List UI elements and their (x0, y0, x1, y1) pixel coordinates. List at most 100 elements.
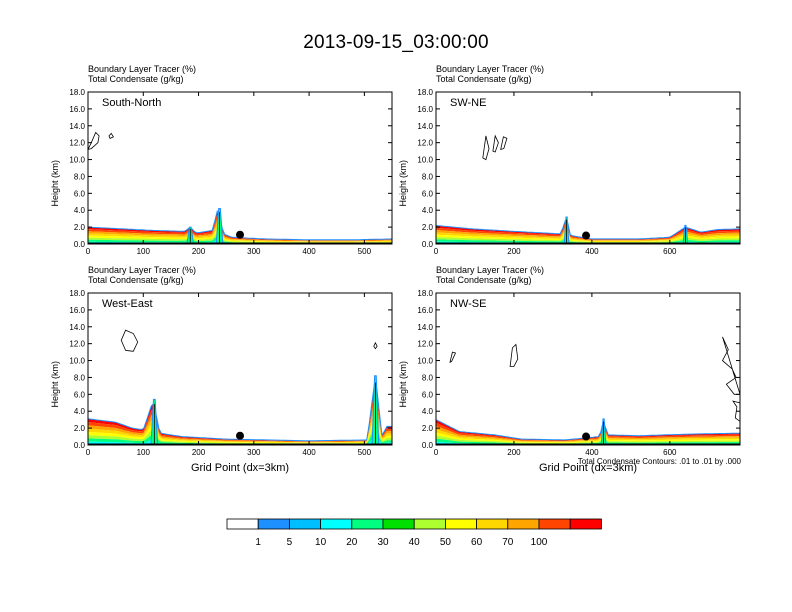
tracer-band-5 (88, 231, 392, 243)
colorbar-swatch (413, 518, 446, 530)
x-tick-label: 0 (86, 448, 91, 457)
y-tick-label: 4.0 (74, 206, 86, 215)
y-tick-label: 2.0 (74, 223, 86, 232)
x-tick-label: 600 (663, 448, 677, 457)
y-tick-label: 2.0 (74, 424, 86, 433)
panel-label-condensate: Total Condensate (g/kg) (88, 74, 184, 84)
panel-label-tracer: Boundary Layer Tracer (%) (88, 265, 196, 275)
tracer-band-5 (436, 435, 740, 444)
location-marker (582, 231, 591, 240)
colorbar-swatch (226, 518, 259, 530)
y-tick-label: 10.0 (69, 357, 85, 366)
y-tick-label: 12.0 (69, 340, 85, 349)
panel-name: NW-SE (450, 298, 486, 310)
colorbar: 1 5 10 20 30 40 50 60 70 100 (226, 518, 602, 548)
x-tick-label: 200 (507, 247, 521, 256)
y-tick-label: 18.0 (417, 289, 433, 298)
y-tick-label: 0.0 (422, 441, 434, 450)
y-tick-label: 10.0 (69, 156, 85, 165)
x-tick-label: 200 (507, 448, 521, 457)
condensate-contour (492, 134, 499, 153)
y-tick-label: 6.0 (74, 390, 86, 399)
location-marker (582, 432, 591, 441)
panel-label-tracer: Boundary Layer Tracer (%) (436, 265, 544, 275)
tracer-band-5 (88, 422, 392, 444)
colorbar-swatch (351, 518, 384, 530)
x-tick-label: 600 (663, 247, 677, 256)
x-tick-label: 300 (247, 247, 261, 256)
y-tick-label: 8.0 (422, 373, 434, 382)
y-tick-label: 16.0 (417, 306, 433, 315)
panels-group: Boundary Layer Tracer (%)Total Condensat… (50, 64, 741, 474)
panel-name: South-North (102, 97, 161, 109)
y-tick-label: 16.0 (69, 105, 85, 114)
condensate-contour (373, 341, 378, 350)
y-tick-label: 14.0 (69, 323, 85, 332)
tracer-band-1 (436, 422, 740, 442)
colorbar-label: 30 (377, 537, 389, 548)
tracer-band-6 (436, 438, 740, 445)
colorbar-swatch (288, 518, 321, 530)
y-tick-label: 0.0 (422, 240, 434, 249)
y-tick-label: 6.0 (74, 189, 86, 198)
y-tick-label: 18.0 (69, 289, 85, 298)
y-axis-label: Height (km) (50, 160, 60, 207)
y-axis-label: Height (km) (398, 361, 408, 408)
y-tick-label: 10.0 (417, 357, 433, 366)
y-tick-label: 12.0 (417, 139, 433, 148)
colorbar-swatch (382, 518, 415, 530)
tracer-band-5 (436, 235, 740, 243)
panel-label-tracer: Boundary Layer Tracer (%) (436, 64, 544, 74)
y-tick-label: 4.0 (74, 407, 86, 416)
colorbar-label: 20 (346, 537, 358, 548)
panel-name: West-East (102, 298, 153, 310)
x-tick-label: 0 (86, 247, 91, 256)
y-tick-label: 12.0 (69, 139, 85, 148)
x-tick-label: 400 (302, 247, 316, 256)
y-axis-label: Height (km) (50, 361, 60, 408)
colorbar-label: 40 (409, 537, 421, 548)
condensate-contour (87, 131, 100, 150)
plot-frame (87, 91, 393, 245)
x-tick-label: 0 (434, 448, 439, 457)
colorbar-label: 70 (502, 537, 514, 548)
y-tick-label: 6.0 (422, 390, 434, 399)
y-tick-label: 2.0 (422, 424, 434, 433)
tracer-band-3 (88, 223, 392, 242)
y-tick-label: 0.0 (74, 240, 86, 249)
y-tick-label: 12.0 (417, 340, 433, 349)
y-tick-label: 4.0 (422, 206, 434, 215)
y-tick-label: 0.0 (74, 441, 86, 450)
panel-south-north: Boundary Layer Tracer (%)Total Condensat… (50, 64, 393, 256)
tracer-band-3 (436, 229, 740, 242)
tracer-band-4 (88, 227, 392, 243)
colorbar-label: 5 (287, 537, 293, 548)
panel-name: SW-NE (450, 97, 486, 109)
tracer-band-6 (88, 235, 392, 244)
y-tick-label: 14.0 (69, 122, 85, 131)
condensate-contour (449, 351, 457, 363)
panel-label-tracer: Boundary Layer Tracer (%) (88, 64, 196, 74)
panel-nw-se: Boundary Layer Tracer (%)Total Condensat… (398, 265, 741, 474)
tracer-band-6 (436, 238, 740, 244)
tracer-band-2 (436, 426, 740, 442)
colorbar-swatch (538, 518, 571, 530)
tracer-band-4 (436, 232, 740, 243)
x-tick-label: 300 (247, 448, 261, 457)
y-tick-label: 8.0 (74, 172, 86, 181)
x-tick-label: 500 (358, 448, 372, 457)
tracer-band-3 (436, 429, 740, 443)
colorbar-swatch (444, 518, 477, 530)
y-tick-label: 16.0 (417, 105, 433, 114)
x-tick-label: 0 (434, 247, 439, 256)
colorbar-swatch (320, 518, 353, 530)
tracer-band-4 (436, 432, 740, 444)
y-tick-label: 14.0 (417, 323, 433, 332)
tracer-band-6 (88, 429, 392, 445)
colorbar-label: 10 (315, 537, 327, 548)
condensate-contour (482, 135, 490, 161)
panel-sw-ne: Boundary Layer Tracer (%)Total Condensat… (398, 64, 741, 256)
y-axis-label: Height (km) (398, 160, 408, 207)
y-tick-label: 8.0 (74, 373, 86, 382)
